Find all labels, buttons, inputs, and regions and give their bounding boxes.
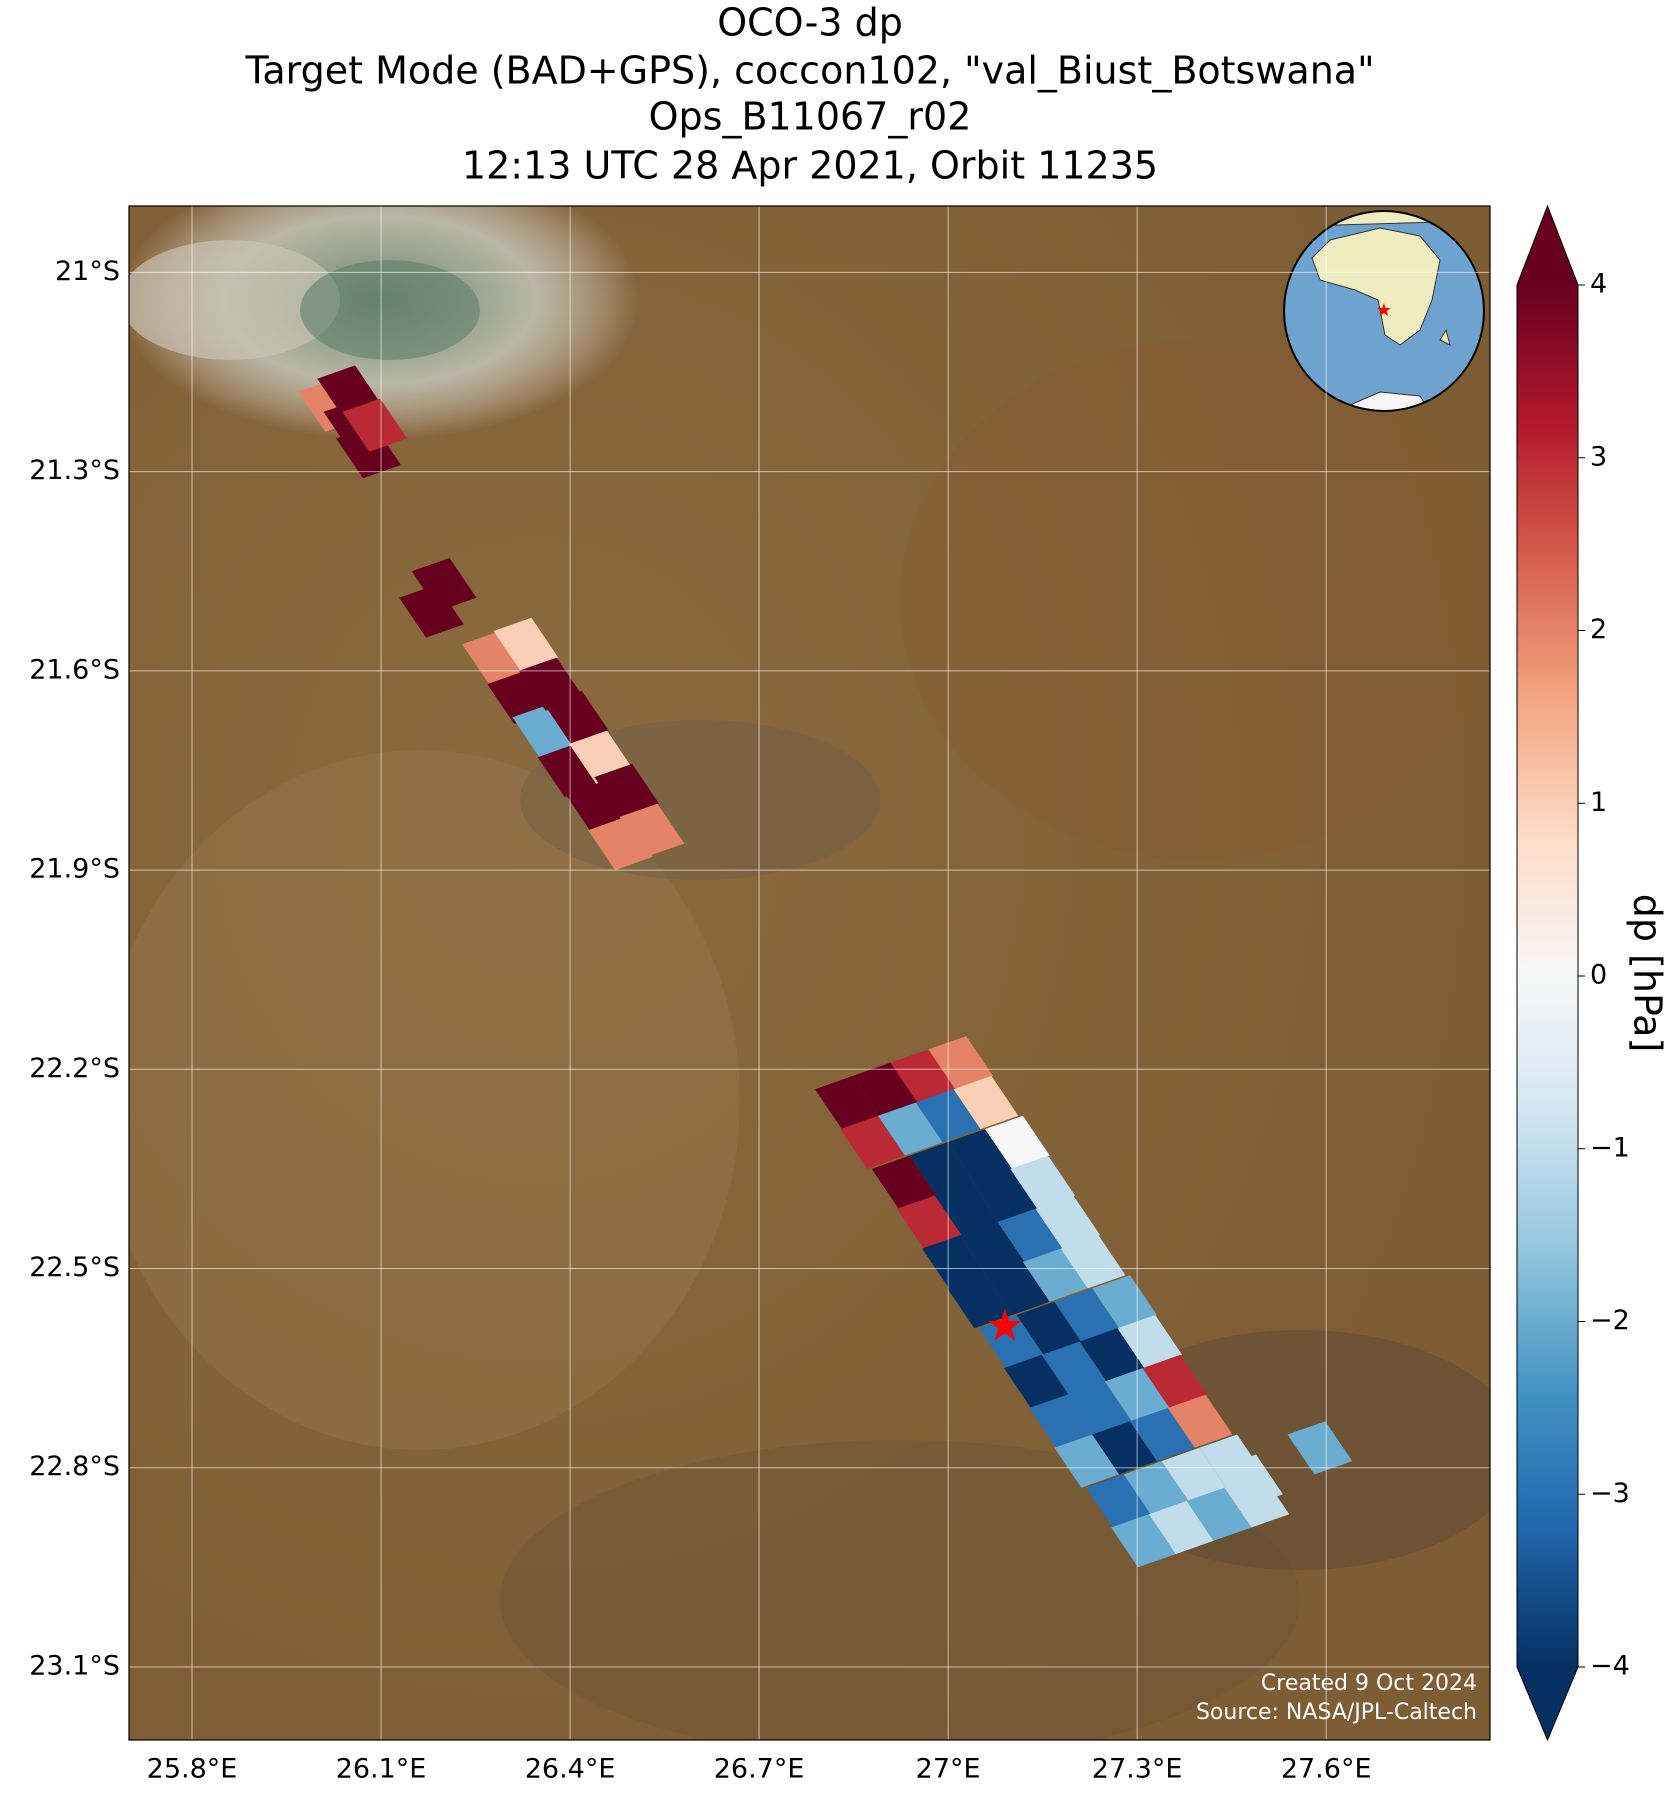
sounding bbox=[619, 803, 685, 857]
sounding bbox=[1054, 1434, 1120, 1488]
sounding bbox=[1054, 1288, 1120, 1342]
y-tick-label: 22.5°S bbox=[29, 1252, 120, 1283]
sounding bbox=[909, 1142, 975, 1196]
sounding bbox=[411, 558, 477, 612]
sounding bbox=[896, 1195, 962, 1249]
colorbar-extend-top bbox=[1517, 206, 1578, 285]
colorbar bbox=[1517, 285, 1578, 1667]
sounding bbox=[985, 1115, 1050, 1169]
colorbar-tick-label: −1 bbox=[1590, 1132, 1630, 1163]
colorbar-label: dp [hPa] bbox=[1626, 894, 1670, 1053]
sounding bbox=[997, 1208, 1063, 1262]
sounding bbox=[512, 704, 578, 758]
sounding bbox=[336, 425, 401, 479]
sounding bbox=[1060, 1235, 1126, 1289]
map-frame bbox=[128, 205, 1491, 1741]
sounding bbox=[1117, 1315, 1183, 1369]
x-tick-label: 26.7°E bbox=[714, 1754, 805, 1785]
soundings-layer bbox=[298, 365, 1353, 1568]
sounding bbox=[972, 1168, 1038, 1222]
sounding bbox=[1016, 1301, 1082, 1355]
colorbar-tick-label: 2 bbox=[1590, 614, 1607, 645]
sounding bbox=[1079, 1328, 1145, 1382]
colorbar-tick-label: −4 bbox=[1590, 1651, 1630, 1682]
sounding bbox=[890, 1049, 956, 1103]
sounding bbox=[1041, 1341, 1107, 1395]
sounding bbox=[1085, 1474, 1151, 1528]
sounding bbox=[1067, 1381, 1132, 1435]
sounding bbox=[953, 1075, 1019, 1130]
sounding bbox=[342, 398, 408, 452]
sounding bbox=[399, 584, 464, 638]
title-line: Target Mode (BAD+GPS), coccon102, "val_B… bbox=[244, 49, 1374, 93]
sounding bbox=[978, 1315, 1044, 1369]
y-tick-label: 21.9°S bbox=[29, 854, 120, 885]
sounding bbox=[1287, 1421, 1353, 1475]
sounding bbox=[1186, 1487, 1252, 1541]
y-tick-label: 22.8°S bbox=[29, 1451, 120, 1482]
sounding bbox=[922, 1235, 987, 1289]
title-line: 12:13 UTC 28 Apr 2021, Orbit 11235 bbox=[462, 144, 1158, 188]
sounding bbox=[594, 763, 660, 817]
axes: 25.8°E 26.1°E 26.4°E 26.7°E 27°E 27.3°E 27.6°E… bbox=[29, 205, 1491, 1785]
x-tick-label: 26.4°E bbox=[525, 1754, 616, 1785]
sounding bbox=[985, 1261, 1050, 1315]
sounding bbox=[815, 1075, 880, 1130]
sounding bbox=[1022, 1248, 1088, 1302]
colorbar-tick-label: −2 bbox=[1590, 1305, 1630, 1336]
sounding bbox=[1142, 1354, 1208, 1408]
sounding bbox=[493, 617, 559, 671]
sounding bbox=[1004, 1354, 1069, 1408]
x-tick-label: 27°E bbox=[916, 1754, 981, 1785]
sounding bbox=[1092, 1275, 1157, 1329]
sounding bbox=[928, 1036, 994, 1090]
target-marker: ★ bbox=[985, 1300, 1024, 1351]
x-tick-label: 26.1°E bbox=[336, 1754, 427, 1785]
sounding bbox=[959, 1222, 1025, 1276]
sounding bbox=[1035, 1195, 1101, 1249]
y-tick-label: 21.3°S bbox=[29, 455, 120, 486]
sounding bbox=[1029, 1394, 1094, 1448]
sounding bbox=[878, 1102, 943, 1156]
annotation: Source: NASA/JPL-Caltech bbox=[1196, 1700, 1477, 1725]
colorbar-tick-label: 3 bbox=[1590, 441, 1607, 472]
sounding bbox=[934, 1182, 1000, 1236]
sounding bbox=[947, 1129, 1012, 1183]
globe-inset: ★ bbox=[1283, 210, 1485, 412]
sounding bbox=[1167, 1394, 1233, 1448]
sounding bbox=[947, 1275, 1012, 1329]
y-tick-label: 21.6°S bbox=[29, 654, 120, 685]
sounding bbox=[871, 1155, 937, 1209]
y-tick-label: 22.2°S bbox=[29, 1053, 120, 1084]
sounding bbox=[852, 1062, 918, 1116]
colorbar-extend-bottom bbox=[1517, 1667, 1578, 1740]
sounding bbox=[1092, 1421, 1157, 1475]
x-tick-label: 25.8°E bbox=[147, 1754, 238, 1785]
sounding bbox=[1161, 1447, 1227, 1501]
title-line: Ops_B11067_r02 bbox=[649, 95, 972, 139]
y-tick-label: 21°S bbox=[55, 256, 120, 287]
sounding bbox=[544, 690, 609, 744]
colorbar-tick-label: −3 bbox=[1590, 1478, 1630, 1509]
colorbar-tick-label: 0 bbox=[1590, 960, 1607, 991]
sounding bbox=[1130, 1408, 1195, 1462]
sounding bbox=[562, 777, 628, 831]
x-tick-label: 27.3°E bbox=[1092, 1754, 1183, 1785]
sounding bbox=[840, 1115, 905, 1169]
x-tick-label: 27.6°E bbox=[1281, 1754, 1372, 1785]
sounding bbox=[1148, 1500, 1214, 1555]
colorbar-tick-label: 4 bbox=[1590, 269, 1607, 300]
annotation: Created 9 Oct 2024 bbox=[1261, 1671, 1477, 1696]
sounding bbox=[1123, 1461, 1189, 1515]
sounding bbox=[1111, 1514, 1176, 1568]
satellite-background bbox=[129, 206, 1490, 1740]
y-tick-label: 23.1°S bbox=[29, 1650, 120, 1681]
sounding bbox=[1010, 1155, 1075, 1209]
title-line: OCO-3 dp bbox=[717, 1, 903, 45]
globe-target-star: ★ bbox=[1376, 300, 1392, 321]
colorbar-tick-label: 1 bbox=[1590, 787, 1607, 818]
sounding bbox=[588, 816, 653, 871]
